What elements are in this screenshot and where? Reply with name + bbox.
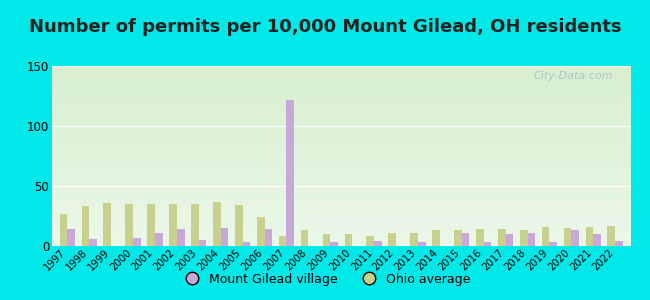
Bar (257, 217, 265, 246)
Bar (330, 242, 338, 246)
Bar (191, 204, 199, 246)
Bar (484, 242, 491, 246)
Bar (344, 234, 352, 246)
Bar (177, 229, 185, 246)
Bar (520, 230, 528, 246)
Bar (506, 234, 514, 246)
Bar (410, 233, 418, 246)
Legend: Mount Gilead village, Ohio average: Mount Gilead village, Ohio average (174, 268, 476, 291)
Bar (265, 229, 272, 246)
Bar (586, 227, 593, 246)
Bar (374, 241, 382, 246)
Bar (528, 233, 535, 246)
Bar (221, 228, 228, 246)
Bar (541, 227, 549, 246)
Bar (476, 229, 484, 246)
Bar (103, 203, 111, 246)
Bar (287, 100, 294, 246)
Bar (242, 242, 250, 246)
Bar (454, 230, 462, 246)
Bar (608, 226, 615, 246)
Bar (155, 233, 162, 246)
Bar (432, 230, 440, 246)
Bar (169, 204, 177, 246)
Bar (125, 204, 133, 246)
Bar (462, 233, 469, 246)
Bar (615, 241, 623, 246)
Text: City-Data.com: City-Data.com (534, 71, 613, 81)
Bar (418, 242, 426, 246)
Bar (301, 230, 308, 246)
Bar (68, 229, 75, 246)
Text: Number of permits per 10,000 Mount Gilead, OH residents: Number of permits per 10,000 Mount Gilea… (29, 18, 621, 36)
Bar (82, 206, 89, 246)
Bar (564, 228, 571, 246)
Bar (148, 204, 155, 246)
Bar (133, 238, 141, 246)
Bar (213, 202, 221, 246)
Bar (235, 205, 242, 246)
Bar (571, 230, 579, 246)
Bar (60, 214, 68, 246)
Bar (549, 242, 557, 246)
Bar (593, 234, 601, 246)
Bar (498, 229, 506, 246)
Bar (279, 236, 287, 246)
Bar (367, 236, 374, 246)
Bar (388, 233, 396, 246)
Bar (89, 239, 97, 246)
Bar (199, 240, 207, 246)
Bar (322, 234, 330, 246)
